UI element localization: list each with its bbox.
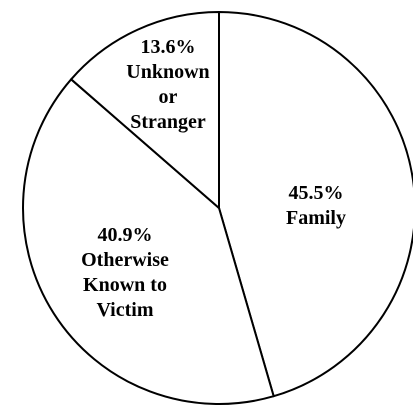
pie-slices <box>22 11 413 405</box>
slice-category-text: Unknown <box>126 61 209 83</box>
slice-label-family: 45.5% Family <box>286 182 346 229</box>
slice-category-text: or <box>159 86 178 108</box>
slice-category-text: Otherwise <box>81 249 169 271</box>
slice-percent-text: 40.9% <box>98 224 153 246</box>
pie-slice-otherwise-known-to-victim <box>22 78 275 405</box>
slice-category-text: Known to <box>83 274 167 296</box>
pie-slice-unknown-or-stranger <box>70 11 220 209</box>
slice-percent-text: 45.5% <box>289 182 344 204</box>
slice-percent-text: 13.6% <box>141 36 196 58</box>
slice-category-text: Stranger <box>130 111 206 133</box>
slice-category-text: Family <box>286 207 346 229</box>
pie-labels: 45.5% Family 40.9% Otherwise Known to Victim 1… <box>81 36 346 321</box>
slice-label-unknown-or-stranger: 13.6% Unknown or Stranger <box>126 36 209 133</box>
slice-category-text: Victim <box>96 299 153 321</box>
slice-label-otherwise-known-to-victim: 40.9% Otherwise Known to Victim <box>81 224 169 321</box>
